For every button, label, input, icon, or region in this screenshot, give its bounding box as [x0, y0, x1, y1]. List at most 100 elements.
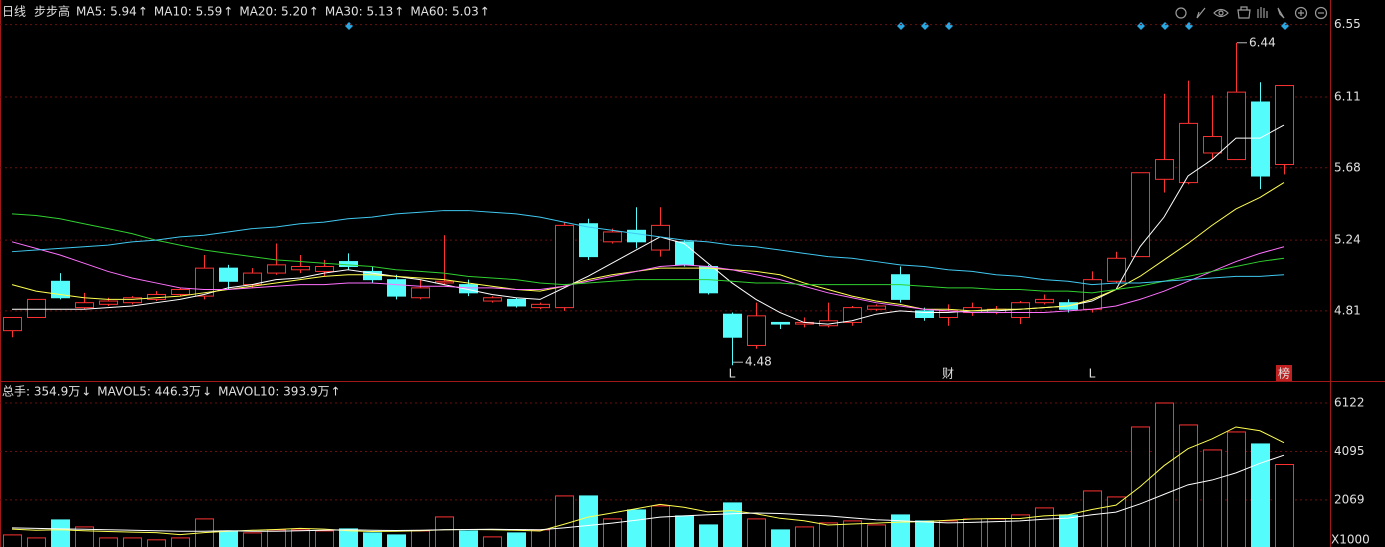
y-tick-label: 6122	[1334, 395, 1365, 409]
header-text: MA10: 5.59	[154, 5, 222, 19]
volume-bar	[75, 526, 94, 547]
volume-bar	[987, 518, 1006, 547]
ma-line	[11, 210, 1285, 286]
volume-bar	[99, 537, 118, 547]
candle-body	[1155, 159, 1174, 180]
candle-body	[435, 280, 454, 284]
bottom-flag: L	[729, 367, 736, 381]
volume-bar	[1035, 507, 1054, 547]
volume-bar	[771, 529, 790, 547]
volume-bar	[267, 529, 286, 547]
header-text: ↑	[138, 5, 148, 19]
header-text: 日线	[2, 5, 26, 19]
volume-bar	[939, 520, 958, 547]
candle-body	[1227, 91, 1246, 161]
candle-body	[315, 265, 334, 272]
candle-body	[171, 289, 190, 295]
volume-bar	[1275, 464, 1294, 547]
volume-bar	[723, 502, 742, 547]
candle-body	[675, 241, 694, 266]
volume-bar	[531, 529, 550, 547]
candle-body	[867, 305, 886, 310]
candle-body	[291, 265, 310, 271]
volume-bar	[699, 524, 718, 547]
volume-bar	[603, 518, 622, 547]
volume-bar	[123, 537, 142, 547]
volume-bar	[147, 539, 166, 547]
candle-body	[723, 313, 742, 338]
volume-bar	[1179, 424, 1198, 547]
y-tick-label: 5.68	[1334, 160, 1361, 174]
candle-body	[891, 274, 910, 300]
bottom-flag: 榜	[1278, 366, 1290, 381]
volume-bar	[507, 532, 526, 547]
extreme-label: 4.48	[745, 355, 772, 369]
ma-line	[11, 182, 1285, 312]
y-tick-label: 6.11	[1334, 90, 1361, 104]
volume-bar	[747, 518, 766, 547]
candle-body	[531, 303, 550, 309]
bottom-flag: L	[1089, 367, 1096, 381]
candle-body	[1131, 172, 1150, 258]
volume-bar	[243, 532, 262, 547]
volume-bar	[1107, 496, 1126, 547]
signal-diamonds	[345, 22, 1289, 30]
volume-bar	[579, 495, 598, 547]
candle-body	[1107, 257, 1126, 282]
candle-body	[3, 316, 22, 332]
header-text: ↓	[81, 385, 91, 399]
volume-bar	[555, 495, 574, 547]
volume-bar	[483, 536, 502, 547]
candle-body	[843, 307, 862, 323]
volume-bar	[963, 518, 982, 547]
candle-body	[915, 310, 934, 318]
header-text: ↑	[223, 5, 233, 19]
volume-bar	[675, 515, 694, 547]
volume-bar	[3, 534, 22, 547]
volume-bar	[435, 516, 454, 547]
header-text: ↑	[394, 5, 404, 19]
candle-body	[747, 315, 766, 346]
candle-body	[75, 302, 94, 309]
volume-bar	[915, 520, 934, 547]
candle-body	[555, 224, 574, 309]
volume-unit: X1000	[1331, 533, 1370, 547]
candle-body	[123, 297, 142, 304]
header-text: ↑	[331, 385, 341, 399]
volume-ma-line	[11, 454, 1285, 532]
volume-bar	[1059, 514, 1078, 547]
volume-bar	[819, 522, 838, 547]
volume-bar	[459, 530, 478, 547]
y-tick-label: 2069	[1334, 492, 1365, 506]
volume-bar	[651, 505, 670, 547]
volume-bar	[891, 514, 910, 547]
toolbar[interactable]	[1175, 6, 1328, 20]
y-tick-label: 6.55	[1334, 17, 1361, 31]
volume-bar	[1227, 431, 1246, 547]
candle-body	[1035, 298, 1054, 304]
candle-body	[627, 229, 646, 243]
header-text: MA20: 5.20	[239, 5, 307, 19]
header-text: 总手: 354.9万	[2, 385, 80, 399]
candle-body	[27, 298, 46, 318]
volume-bar	[1251, 443, 1270, 547]
candle-body	[1203, 136, 1222, 154]
volume-bar	[27, 537, 46, 547]
candle-body	[1251, 101, 1270, 177]
candle-body	[219, 267, 238, 282]
volume-bar	[171, 537, 190, 547]
candle-body	[459, 284, 478, 294]
candle-body	[1179, 122, 1198, 184]
candle-body	[771, 321, 790, 325]
header-text: ↑	[480, 5, 490, 19]
volume-bar	[411, 530, 430, 547]
volume-bar	[51, 519, 70, 547]
ma-line	[11, 213, 1285, 294]
header-text: ↓	[202, 385, 212, 399]
ma-line	[11, 241, 1285, 314]
y-tick-label: 4.81	[1334, 303, 1361, 317]
extreme-label: 6.44	[1249, 35, 1276, 49]
volume-bar	[1203, 449, 1222, 547]
volume-bar	[219, 530, 238, 547]
